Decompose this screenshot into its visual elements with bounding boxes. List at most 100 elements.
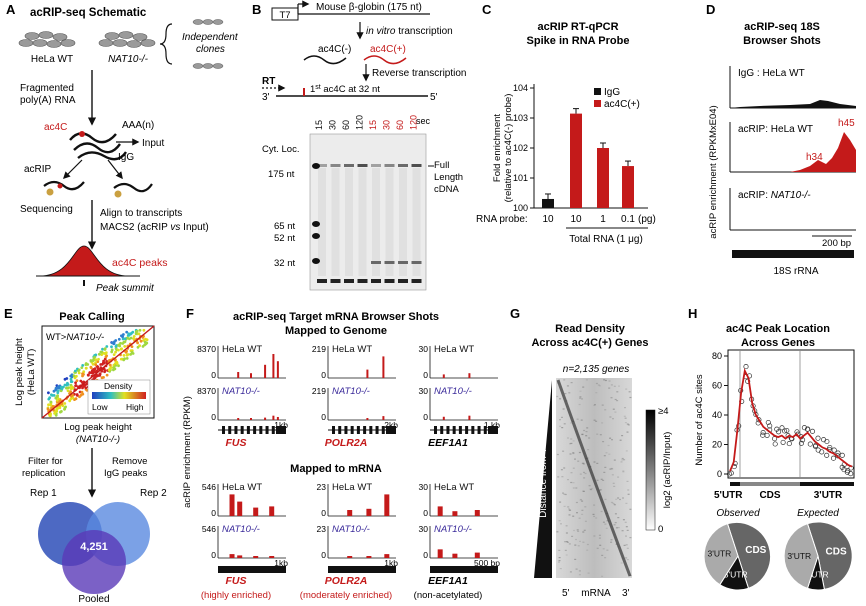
observed-label: Observed	[716, 508, 760, 519]
scatter-point	[66, 389, 70, 393]
e-ylabel-1: Log peak height	[14, 338, 25, 406]
gene-exon	[477, 426, 481, 434]
heatmap-speck	[611, 474, 614, 476]
panel-g-letter: G	[510, 306, 520, 321]
heatmap-speck	[585, 431, 588, 433]
utr5-bar	[730, 482, 740, 486]
heatmap-speck	[560, 469, 563, 471]
heatmap-speck	[613, 385, 616, 387]
gel-smear	[372, 168, 380, 276]
h-point	[760, 430, 766, 436]
probe-val-2: 10	[570, 214, 582, 225]
track-scale-label: 1kb	[274, 558, 288, 568]
heatmap-speck	[614, 522, 617, 524]
heatmap-speck	[569, 509, 572, 511]
heatmap-speck	[620, 461, 623, 463]
panel-c: C acRIP RT-qPCR Spike in RNA Probe Fold …	[476, 2, 656, 245]
heatmap-speck	[577, 460, 580, 462]
track-peak	[347, 556, 353, 558]
scatter-point	[94, 363, 98, 367]
heatmap-speck	[563, 505, 566, 507]
track-scale-label: 1kb	[274, 420, 288, 430]
heatmap-speck	[606, 520, 609, 522]
scatter-point	[114, 345, 118, 348]
panel-a: A acRIP-seq Schematic HeLa WT NAT10-/- I…	[6, 2, 239, 294]
heatmap-speck	[617, 517, 620, 519]
heatmap-speck	[599, 434, 602, 436]
gel-band-full	[371, 164, 381, 167]
scatter-point	[105, 373, 109, 377]
scatter-point	[130, 345, 134, 348]
track-peak	[384, 494, 390, 516]
heatmap-speck	[627, 489, 630, 491]
lane-time-label: 60	[395, 120, 405, 130]
clone-cells-icon	[192, 19, 224, 69]
heatmap-speck	[563, 379, 566, 381]
scatter-point	[123, 357, 126, 361]
heatmap-speck	[584, 520, 587, 522]
heatmap-speck	[603, 471, 606, 473]
sequencing-label: Sequencing	[20, 204, 73, 215]
e-xlabel-2: (NAT10-/-)	[76, 434, 120, 445]
marker-32: 32 nt	[274, 258, 295, 269]
heatmap-speck	[622, 497, 624, 499]
heatmap-speck	[601, 422, 604, 424]
track-zero-label: 0	[211, 508, 216, 518]
h-point	[848, 471, 854, 477]
scatter-point	[49, 412, 52, 416]
h-point	[835, 450, 841, 456]
heatmap-speck	[581, 462, 584, 464]
heatmap-speck	[608, 387, 611, 389]
track-peak	[437, 549, 443, 558]
scatter-point	[80, 366, 84, 369]
cbar-zero: 0	[658, 524, 663, 535]
mrna-bar	[430, 566, 498, 573]
track-peak	[237, 418, 240, 420]
heatmap-speck	[561, 416, 563, 418]
h-point	[827, 444, 833, 451]
heatmap-speck	[604, 498, 607, 500]
panel-f-sub-genome: Mapped to Genome	[285, 325, 387, 337]
h-point	[767, 423, 773, 429]
heatmap-speck	[580, 419, 583, 421]
heatmap-speck	[564, 493, 567, 496]
scatter-point	[119, 341, 122, 345]
track-zero-label: 0	[321, 550, 326, 560]
track-ko-label: NAT10-/-	[434, 386, 472, 397]
heatmap-speck	[577, 530, 580, 532]
pie-slice	[806, 521, 853, 590]
marker-band	[312, 163, 320, 169]
rna-fragments-icon	[69, 132, 127, 161]
heatmap-speck	[559, 425, 562, 427]
scatter-point	[89, 365, 93, 369]
scatter-point	[101, 362, 104, 366]
heatmap-speck	[577, 545, 580, 547]
igg-label: IgG	[118, 152, 134, 163]
scatter-point	[90, 369, 94, 372]
scatter-point	[69, 387, 73, 391]
ac4c-label: ac4C	[44, 122, 67, 133]
rt-short-label: RT	[262, 76, 275, 87]
heatmap-speck	[559, 419, 561, 421]
heatmap-speck	[596, 433, 599, 435]
heatmap-speck	[583, 477, 586, 479]
heatmap-speck	[576, 512, 578, 514]
heatmap-speck	[629, 508, 632, 510]
heatmap-speck	[605, 452, 608, 454]
pie-slice	[783, 523, 819, 589]
heatmap-speck	[572, 440, 575, 442]
heatmap-speck	[624, 417, 627, 419]
panel-c-ylabel-1: Fold enrichment	[492, 114, 503, 182]
heatmap-speck	[619, 439, 622, 441]
heatmap-speck	[617, 527, 620, 529]
scatter-point	[130, 331, 133, 335]
lane-time-label: 60	[341, 120, 351, 130]
scatter-point	[114, 350, 117, 354]
panel-b: B T7 Mouse β-globin (175 nt) in vitro tr…	[252, 0, 466, 291]
heatmap-speck	[567, 437, 569, 439]
scatter-point	[108, 367, 112, 371]
gel-band-bottom	[317, 279, 327, 283]
scatter-point	[112, 353, 116, 356]
heatmap-speck	[584, 472, 587, 475]
heatmap-speck	[619, 498, 621, 501]
